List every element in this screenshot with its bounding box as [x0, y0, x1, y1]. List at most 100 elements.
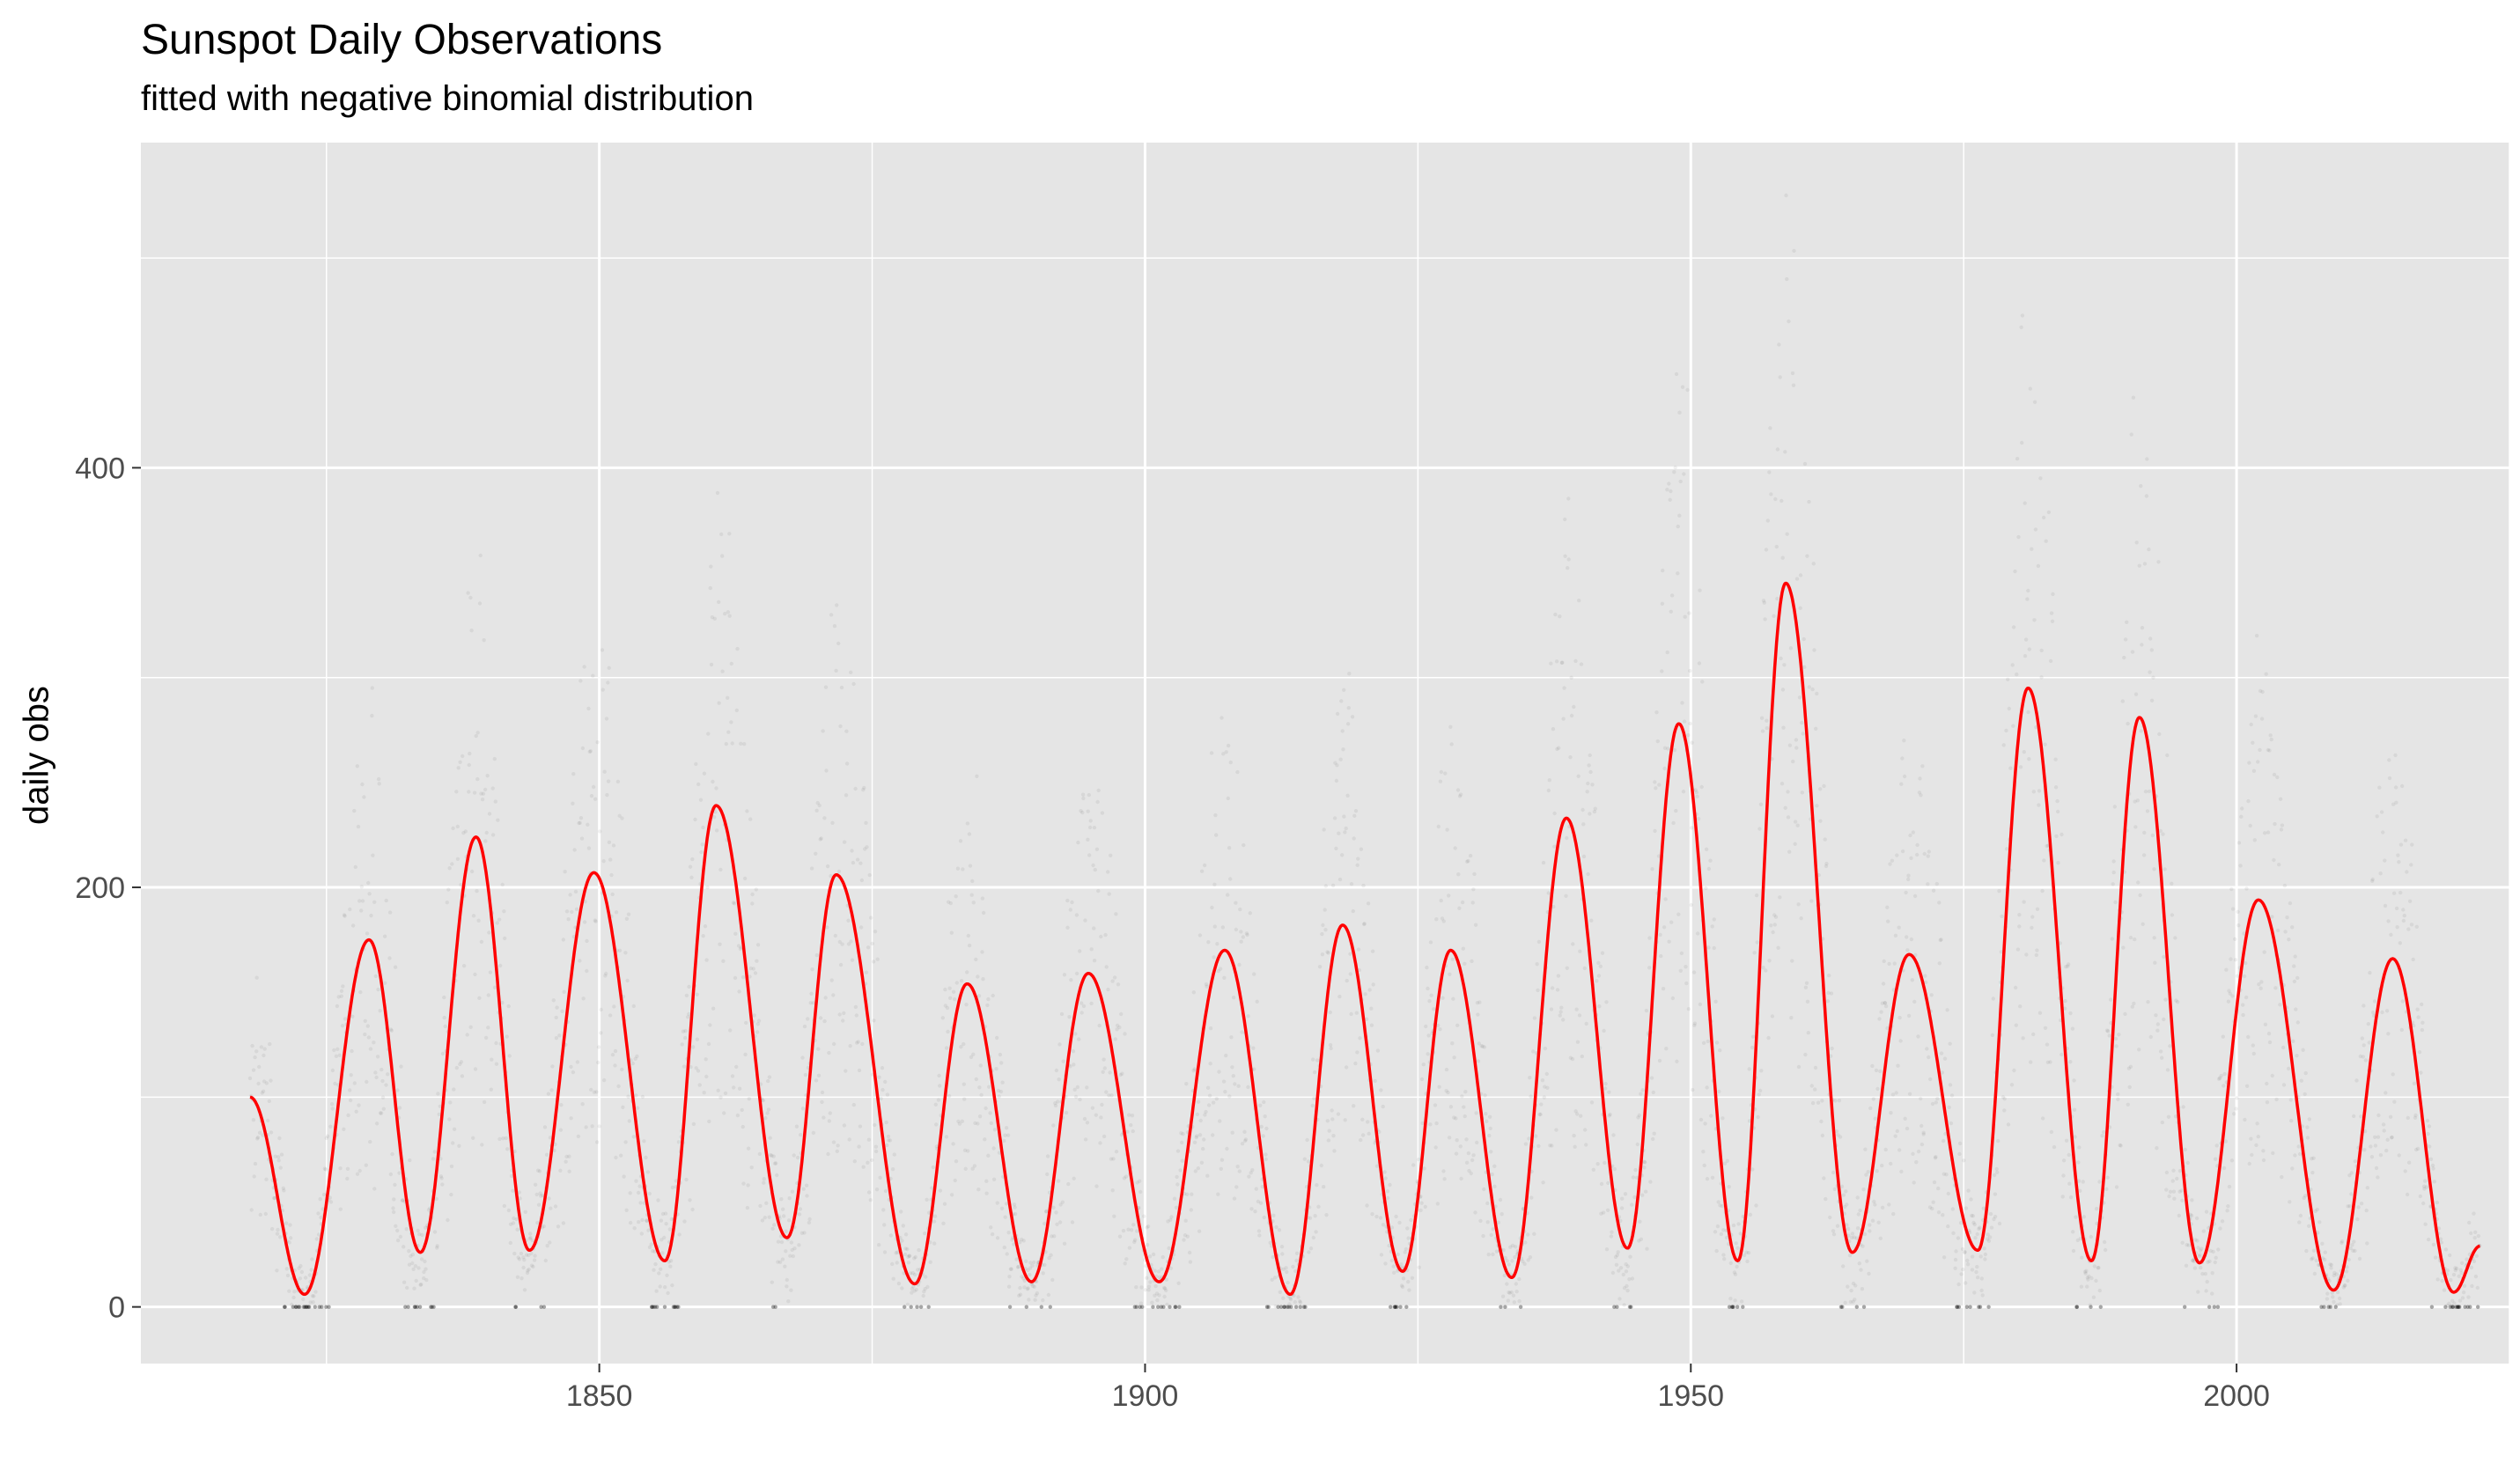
observation-point — [2359, 1114, 2363, 1119]
observation-point — [2283, 930, 2288, 934]
observation-point — [673, 1305, 677, 1309]
observation-point — [2296, 1144, 2301, 1149]
observation-point — [2062, 1006, 2067, 1011]
observation-point — [1322, 1185, 1326, 1189]
observation-point — [986, 996, 991, 1002]
observation-point — [1224, 750, 1228, 754]
observation-point — [1403, 1250, 1407, 1254]
observation-point — [1536, 939, 1542, 945]
observation-point — [452, 1127, 457, 1132]
observation-point — [1399, 1262, 1404, 1267]
observation-point — [2211, 1249, 2215, 1254]
observation-point — [1958, 1221, 1964, 1225]
observation-point — [2160, 1120, 2164, 1125]
observation-point — [554, 1015, 558, 1020]
observation-point — [881, 1208, 886, 1212]
observation-point — [734, 708, 739, 713]
observation-point — [991, 993, 995, 998]
observation-point — [1226, 893, 1230, 897]
observation-point — [770, 1226, 775, 1232]
observation-point — [2128, 936, 2133, 940]
observation-point — [1625, 1288, 1630, 1293]
observation-point — [408, 1158, 412, 1163]
observation-point — [2251, 740, 2255, 745]
observation-point — [2145, 457, 2149, 461]
observation-point — [751, 967, 755, 971]
observation-point — [1920, 764, 1925, 768]
observation-point — [1247, 1174, 1251, 1179]
observation-point — [1196, 1099, 1201, 1104]
observation-point — [1337, 994, 1342, 999]
observation-point — [1849, 1288, 1853, 1293]
observation-point — [1961, 1267, 1965, 1272]
observation-point — [1704, 886, 1708, 891]
observation-point — [1698, 1002, 1703, 1007]
observation-point — [2050, 619, 2055, 623]
observation-point — [1706, 945, 1711, 950]
observation-point — [1337, 831, 1341, 835]
observation-point — [1645, 1246, 1649, 1251]
observation-point — [1971, 1214, 1975, 1218]
observation-point — [1618, 1218, 1623, 1224]
observation-point — [1759, 1069, 1764, 1073]
observation-point — [506, 1004, 511, 1009]
observation-point — [405, 1285, 409, 1290]
observation-point — [2002, 1097, 2007, 1101]
observation-point — [355, 764, 359, 768]
observation-point — [1065, 898, 1070, 903]
observation-point — [410, 1253, 415, 1257]
observation-point — [1589, 1100, 1595, 1105]
observation-point — [957, 1121, 962, 1126]
observation-point — [1373, 1078, 1377, 1084]
observation-point — [2370, 879, 2375, 883]
observation-point — [2445, 1303, 2450, 1308]
observation-point — [1022, 1278, 1027, 1283]
observation-point — [1624, 1269, 1629, 1274]
observation-point — [1720, 1203, 1725, 1209]
observation-point — [1002, 1138, 1006, 1143]
observation-point — [2465, 1257, 2469, 1261]
observation-point — [702, 771, 707, 776]
observation-point — [2311, 1248, 2317, 1253]
observation-point — [2339, 1239, 2345, 1244]
observation-point — [1710, 924, 1714, 929]
observation-point — [294, 1305, 298, 1309]
observation-point — [1712, 945, 1716, 951]
observation-point — [447, 1117, 452, 1121]
observation-point — [1712, 917, 1717, 922]
observation-point — [944, 1046, 949, 1050]
observation-point — [589, 1087, 593, 1092]
observation-point — [1702, 1163, 1706, 1168]
observation-point — [1827, 974, 1831, 978]
observation-point — [378, 1009, 382, 1013]
observation-point — [722, 1111, 726, 1115]
observation-point — [305, 1305, 309, 1309]
observation-point — [966, 1149, 970, 1153]
observation-point — [1328, 1043, 1333, 1048]
observation-point — [1333, 761, 1337, 765]
observation-point — [1423, 1204, 1428, 1210]
observation-point — [2443, 1247, 2449, 1252]
observation-point — [2467, 1220, 2472, 1225]
observation-point — [1800, 790, 1804, 795]
observation-point — [1545, 1085, 1550, 1091]
observation-point — [1119, 1133, 1124, 1137]
observation-point — [1823, 837, 1827, 842]
observation-point — [625, 978, 630, 983]
observation-point — [1012, 1242, 1016, 1246]
observation-point — [2027, 647, 2031, 651]
observation-point — [2302, 1195, 2306, 1201]
observation-point — [1665, 650, 1669, 655]
observation-point — [2282, 883, 2288, 888]
observation-point — [873, 1122, 877, 1128]
observation-point — [472, 790, 477, 795]
observation-point — [1228, 760, 1234, 765]
observation-point — [2357, 1256, 2362, 1261]
observation-point — [2402, 913, 2406, 918]
observation-point — [2023, 654, 2028, 658]
observation-point — [1915, 852, 1919, 857]
observation-point — [2030, 547, 2034, 551]
observation-point — [1595, 979, 1599, 983]
observation-point — [1381, 1223, 1386, 1227]
observation-point — [1259, 1124, 1264, 1129]
